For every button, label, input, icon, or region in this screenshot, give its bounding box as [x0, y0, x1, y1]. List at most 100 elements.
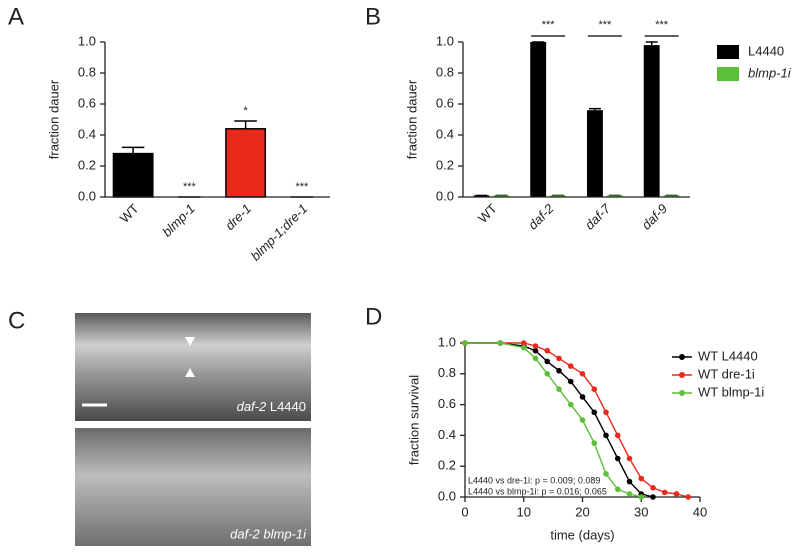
x-tick-label: daf-7 — [582, 200, 614, 232]
survival-point — [661, 489, 668, 496]
survival-line — [465, 342, 689, 498]
x-tick-label: blmp-1;dre-1 — [248, 201, 311, 264]
arrowhead — [185, 337, 195, 346]
legend-label: WT dre-1i — [698, 366, 755, 381]
bar — [586, 110, 603, 197]
survival-line — [465, 342, 654, 498]
survival-point — [603, 432, 609, 439]
y-tick-label: 0.4 — [438, 427, 456, 442]
survival-point — [614, 486, 621, 493]
survival-point — [544, 371, 551, 377]
y-tick-label: 0.8 — [436, 64, 454, 79]
survival-point — [579, 394, 586, 400]
survival-point — [638, 494, 645, 500]
y-tick-label: 1.0 — [78, 33, 96, 48]
significance: *** — [183, 181, 197, 193]
legend-swatch — [717, 45, 739, 59]
legend-label: blmp-1i — [748, 65, 792, 80]
survival-point — [673, 491, 680, 497]
legend-marker — [679, 390, 685, 396]
caption-part: L4440 — [266, 399, 306, 414]
survival-point — [626, 478, 633, 485]
panel-label: C — [8, 307, 25, 334]
legend-marker — [679, 372, 685, 378]
y-tick-label: 0.8 — [438, 365, 456, 380]
panel-label: D — [365, 303, 382, 330]
bar — [643, 45, 660, 197]
y-tick-label: 0.4 — [436, 126, 454, 141]
y-axis-label: fraction dauer — [46, 79, 61, 159]
y-tick-label: 0.6 — [438, 396, 456, 411]
survival-point — [462, 340, 468, 346]
y-axis-label: fraction survival — [406, 375, 421, 465]
y-tick-label: 1.0 — [438, 334, 456, 349]
survival-point — [614, 455, 621, 462]
caption-part: daf-2 — [237, 399, 267, 414]
x-tick-label: daf-2 — [525, 200, 557, 232]
survival-point — [626, 455, 633, 462]
survival-point — [567, 363, 574, 369]
legend-label: L4440 — [748, 43, 784, 58]
x-tick-label: daf-9 — [639, 201, 671, 233]
survival-point — [579, 371, 586, 377]
y-tick-label: 0.6 — [436, 95, 454, 110]
y-axis-label: fraction dauer — [404, 79, 419, 159]
panel-label: B — [365, 3, 381, 30]
annotation: L4440 vs dre-1i: p = 0.009; 0.089 — [468, 475, 600, 485]
survival-point — [626, 491, 633, 497]
legend-marker — [679, 354, 685, 360]
y-tick-label: 0.6 — [78, 95, 96, 110]
survival-point — [685, 494, 692, 500]
survival-point — [520, 340, 527, 346]
x-tick-label: WT — [475, 201, 500, 226]
annotation: L4440 vs blmp-1i: p = 0.016; 0.065 — [468, 486, 607, 496]
image-caption: daf-2 blmp-1i — [230, 526, 307, 541]
image-caption: daf-2 L4440 — [237, 399, 306, 414]
x-tick-label: 20 — [575, 504, 589, 519]
y-tick-label: 0.4 — [78, 126, 96, 141]
y-tick-label: 0.0 — [78, 188, 96, 203]
bar — [663, 195, 680, 197]
bar — [473, 195, 490, 197]
survival-point — [591, 409, 598, 416]
survival-point — [556, 355, 562, 362]
survival-point — [567, 378, 574, 385]
y-tick-label: 1.0 — [436, 33, 454, 48]
micrograph — [75, 313, 311, 421]
significance: *** — [598, 19, 612, 31]
survival-point — [591, 440, 598, 446]
survival-point — [603, 471, 609, 477]
survival-point — [614, 432, 621, 439]
survival-point — [650, 494, 656, 500]
y-tick-label: 0.0 — [438, 488, 456, 503]
y-tick-label: 0.2 — [438, 458, 456, 473]
survival-point — [556, 386, 562, 393]
survival-point — [544, 347, 551, 354]
survival-point — [532, 355, 539, 362]
bar — [606, 195, 623, 197]
x-tick-label: WT — [117, 201, 142, 226]
bar — [550, 195, 567, 197]
legend-label: WT L4440 — [698, 348, 758, 363]
survival-point — [650, 484, 656, 491]
x-axis-label: time (days) — [550, 527, 614, 542]
survival-point — [591, 386, 598, 393]
survival-point — [567, 401, 574, 408]
x-tick-label: 10 — [517, 504, 531, 519]
significance: *** — [655, 19, 669, 31]
survival-point — [532, 343, 539, 349]
significance: *** — [295, 181, 309, 193]
survival-point — [556, 367, 562, 374]
bar — [493, 195, 510, 197]
survival-point — [603, 409, 609, 416]
survival-point — [544, 358, 551, 365]
y-tick-label: 0.2 — [78, 157, 96, 172]
x-tick-label: blmp-1 — [159, 201, 198, 240]
significance: *** — [542, 19, 556, 31]
arrowhead — [185, 368, 195, 377]
bar — [530, 42, 547, 197]
bar — [112, 152, 154, 198]
micrograph — [75, 428, 311, 546]
x-tick-label: 30 — [634, 504, 648, 519]
